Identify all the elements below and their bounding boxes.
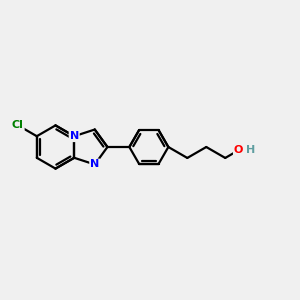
- Text: N: N: [70, 131, 79, 141]
- Text: Cl: Cl: [12, 120, 24, 130]
- Text: N: N: [90, 160, 99, 170]
- Text: H: H: [246, 145, 255, 155]
- Text: O: O: [234, 145, 243, 155]
